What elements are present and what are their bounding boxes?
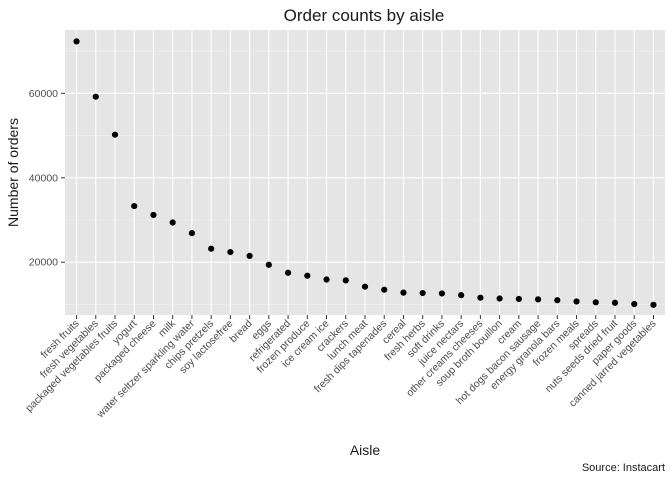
data-point [534,296,542,303]
data-point [573,298,580,305]
chart-title: Order counts by aisle [284,6,445,25]
data-point [342,277,349,284]
data-point [188,229,196,237]
data-point [611,299,619,306]
data-point [496,295,503,302]
y-tick-label: 40000 [29,172,58,184]
data-point [227,248,234,256]
y-tick-label: 60000 [29,88,58,100]
data-point [246,252,253,259]
data-point [458,292,465,299]
data-points [73,38,657,308]
data-point [592,299,599,306]
data-point [515,295,522,303]
data-point [438,290,446,297]
data-point [208,245,215,252]
data-point [150,211,157,219]
data-point [323,276,330,283]
y-tick-label: 20000 [29,257,58,269]
y-axis-title: Number of orders [5,118,21,227]
data-point [419,289,426,297]
data-point [169,219,176,226]
grid [65,30,665,315]
data-point [131,202,138,210]
data-point [381,286,388,293]
data-point [111,131,119,138]
data-point [554,297,561,304]
data-point [73,38,80,45]
chart-caption: Source: Instacart [582,462,665,474]
data-point [284,269,292,276]
data-point [400,289,407,296]
data-point [304,272,311,279]
data-point [631,300,638,308]
x-axis-title: Aisle [350,442,381,458]
data-point [265,261,272,268]
data-point [92,93,99,100]
data-point [361,283,369,290]
data-point [650,301,657,308]
y-axis: 20000 40000 60000 [29,88,65,269]
data-point [477,294,484,301]
